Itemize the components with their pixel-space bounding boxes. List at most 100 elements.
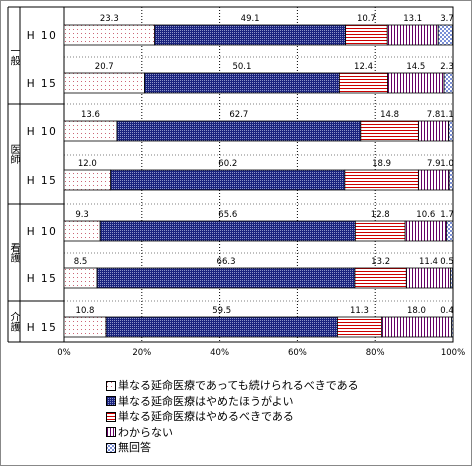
x-tick-label: 60% — [288, 348, 307, 358]
data-label: 66.3 — [217, 257, 236, 267]
group-label: 介護 — [8, 311, 20, 332]
data-label: 8.5 — [74, 257, 88, 267]
data-label: 10.6 — [416, 210, 435, 220]
legend-label: 単なる延命医療はやめたほうがよい — [118, 394, 294, 408]
legend-swatch — [106, 411, 116, 422]
data-label: 18.0 — [407, 306, 426, 316]
bar-segment — [144, 72, 340, 94]
legend-swatch — [106, 380, 116, 391]
row-label: H 10 — [27, 226, 58, 238]
legend-swatch — [106, 396, 116, 407]
legend-label: 単なる延命医療はやめるべきである — [118, 410, 294, 423]
x-tick-label: 20% — [132, 348, 151, 358]
data-label: 20.7 — [95, 62, 114, 72]
data-label: 60.2 — [218, 159, 237, 169]
bar-segment — [337, 316, 382, 338]
bar-segment — [443, 72, 454, 94]
group-label: 一般 — [8, 46, 20, 67]
data-label: 11.4 — [419, 257, 438, 267]
data-label: 65.6 — [218, 210, 237, 220]
row-label: H 10 — [27, 30, 58, 42]
bar-segment — [63, 169, 112, 191]
data-label: 11.3 — [350, 306, 369, 316]
bar-segment — [63, 24, 156, 46]
data-label: 3.7 — [440, 14, 454, 24]
bar-segment — [437, 24, 454, 46]
bar-segment — [63, 267, 98, 289]
bar-segment — [387, 72, 445, 94]
bar-segment — [448, 169, 454, 191]
legend-item: わからない — [106, 425, 359, 441]
chart-legend: 単なる延命医療であっても続けられるべきである 単なる延命医療はやめたほうがよい 単な… — [106, 378, 359, 456]
bar-segment — [63, 120, 118, 142]
legend-label: わからない — [118, 425, 173, 439]
row-label: H 15 — [27, 175, 58, 187]
bar-segment — [448, 120, 454, 142]
bar-segment — [386, 24, 439, 46]
bar-segment — [451, 316, 454, 338]
bar-segment — [404, 220, 447, 242]
bar-segment — [417, 169, 450, 191]
x-tick-label: 0% — [57, 348, 71, 358]
legend-label: 単なる延命医療であっても続けられるべきである — [118, 379, 359, 392]
bar-segment — [381, 316, 452, 338]
bar-segment — [154, 24, 347, 46]
bar-segment — [405, 267, 452, 289]
legend-item: 単なる延命医療はやめたほうがよい — [106, 394, 359, 410]
legend-swatch — [106, 427, 116, 438]
bar-segment — [63, 316, 107, 338]
group-label: 看護 — [8, 241, 20, 263]
data-label: 50.1 — [232, 62, 251, 72]
data-label: 1.7 — [440, 210, 454, 220]
bar-segment — [450, 267, 454, 289]
legend-item: 単なる延命医療であっても続けられるべきである — [106, 378, 359, 394]
data-label: 59.5 — [212, 306, 231, 316]
bar-segment — [354, 267, 407, 289]
row-label: H 10 — [27, 126, 58, 138]
data-label: 13.6 — [81, 110, 100, 120]
data-label: 18.9 — [372, 159, 391, 169]
legend-item: 単なる延命医療はやめるべきである — [106, 409, 359, 425]
bar-segment — [99, 220, 356, 242]
bar-segment — [354, 220, 406, 242]
data-label: 0.4 — [440, 306, 454, 316]
row-label: H 15 — [27, 273, 58, 285]
bar-segment — [110, 169, 346, 191]
x-tick-label: 100% — [441, 348, 465, 358]
data-label: 14.8 — [380, 110, 399, 120]
legend-label: 無回答 — [118, 441, 151, 454]
data-label: 1.0 — [440, 159, 454, 169]
data-label: 14.5 — [406, 62, 425, 72]
data-label: 10.7 — [357, 14, 376, 24]
data-label: 0.5 — [440, 257, 454, 267]
x-tick-label: 40% — [210, 348, 229, 358]
bar-segment — [63, 72, 145, 94]
data-label: 1.1 — [440, 110, 454, 120]
bar-segment — [445, 220, 454, 242]
bar-segment — [63, 220, 101, 242]
group-label: 医師 — [8, 144, 20, 165]
data-label: 7.8 — [427, 110, 441, 120]
data-label: 10.8 — [76, 306, 95, 316]
legend-item: 無回答 — [106, 440, 359, 456]
data-label: 13.1 — [403, 14, 422, 24]
data-label: 12.4 — [354, 62, 373, 72]
bar-segment — [339, 72, 389, 94]
bar-segment — [116, 120, 362, 142]
bar-segment — [417, 120, 450, 142]
data-label: 12.8 — [371, 210, 390, 220]
row-label: H 15 — [27, 322, 58, 334]
data-label: 9.3 — [75, 210, 89, 220]
data-label: 12.0 — [78, 159, 97, 169]
data-label: 7.9 — [427, 159, 441, 169]
row-label: H 15 — [27, 78, 58, 90]
data-label: 62.7 — [229, 110, 248, 120]
data-label: 23.3 — [100, 14, 119, 24]
data-label: 13.2 — [371, 257, 390, 267]
bar-segment — [360, 120, 419, 142]
x-tick-label: 80% — [366, 348, 385, 358]
data-label: 2.3 — [440, 62, 454, 72]
data-label: 49.1 — [241, 14, 260, 24]
legend-swatch — [106, 442, 116, 453]
